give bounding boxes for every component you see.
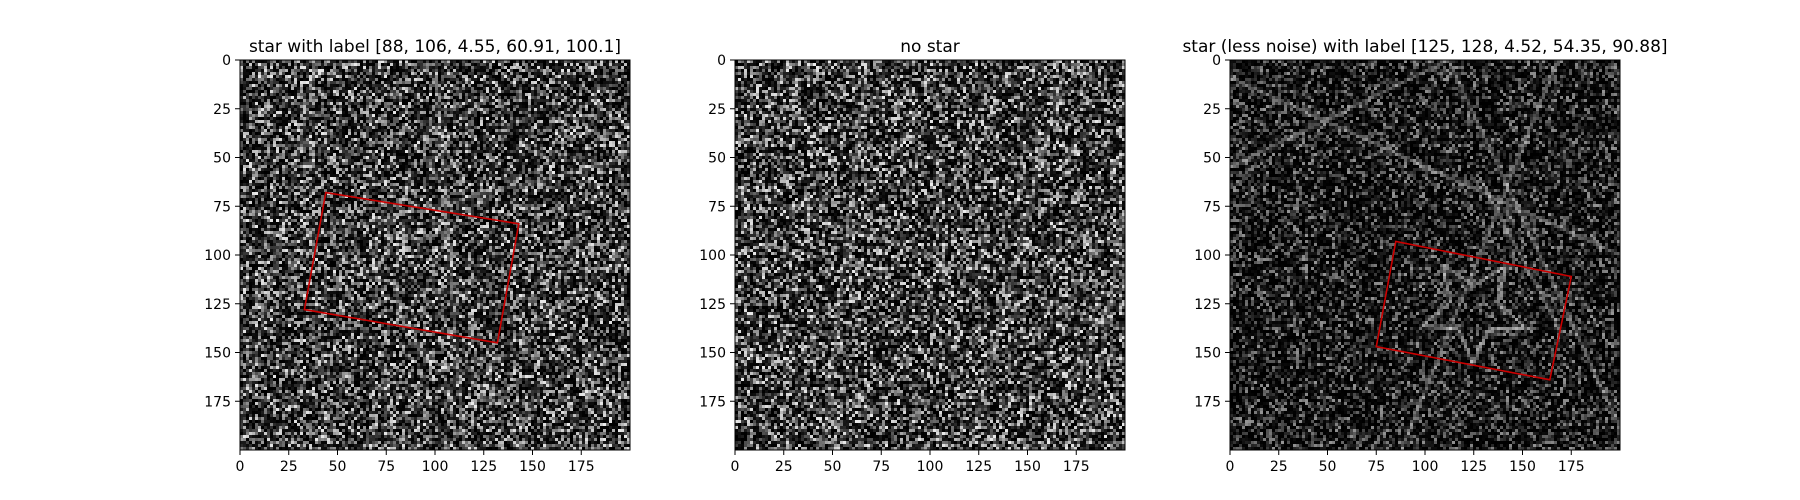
x-tick-label: 50 [824,459,842,475]
panel-no-star: no star 0 25 50 75 100 125 150 175 0 25 50 75 100 125… [699,37,1126,475]
x-tick-label: 100 [422,459,449,475]
y-tick-label: 175 [204,394,231,410]
panel-star-less-noise: star (less noise) with label [125, 128, … [1182,37,1667,475]
y-tick-label: 0 [1212,53,1221,69]
x-tick-label: 175 [1063,459,1090,475]
panel-title: star (less noise) with label [125, 128, … [1182,37,1667,57]
panel-title: star with label [88, 106, 4.55, 60.91, 1… [249,37,621,57]
y-tick-label: 75 [213,199,231,215]
x-tick-label: 75 [377,459,395,475]
image-heatmap [735,60,1125,450]
x-tick-label: 25 [775,459,793,475]
panel-title: no star [900,37,960,57]
y-tick-label: 100 [1194,248,1221,264]
x-tick-label: 125 [1460,459,1487,475]
x-tick-label: 150 [1509,459,1536,475]
bounding-box [1375,240,1573,381]
x-tick-label: 100 [917,459,944,475]
y-tick-label: 50 [213,151,231,167]
y-tick-label: 50 [1203,151,1221,167]
panel-star: star with label [88, 106, 4.55, 60.91, 1… [204,37,631,475]
y-tick-label: 125 [1194,297,1221,313]
y-tick-label: 50 [708,151,726,167]
x-tick-label: 175 [1558,459,1585,475]
y-tick-label: 175 [1194,394,1221,410]
y-tick-label: 125 [699,297,726,313]
y-tick-label: 175 [699,394,726,410]
x-tick-label: 100 [1412,459,1439,475]
x-tick-label: 25 [280,459,298,475]
x-tick-label: 0 [731,459,740,475]
y-tick-label: 25 [1203,102,1221,118]
x-tick-label: 125 [965,459,992,475]
x-tick-label: 150 [1014,459,1041,475]
x-tick-label: 50 [329,459,347,475]
x-tick-label: 75 [1367,459,1385,475]
y-tick-label: 150 [204,346,231,362]
y-tick-label: 25 [213,102,231,118]
y-tick-label: 150 [1194,346,1221,362]
x-tick-label: 150 [519,459,546,475]
image-heatmap [1230,60,1620,450]
x-tick-label: 175 [568,459,595,475]
x-tick-label: 25 [1270,459,1288,475]
y-tick-label: 100 [204,248,231,264]
y-tick-label: 0 [222,53,231,69]
x-tick-label: 125 [470,459,497,475]
y-tick-label: 150 [699,346,726,362]
x-tick-label: 50 [1319,459,1337,475]
y-tick-label: 75 [1203,199,1221,215]
y-tick-label: 25 [708,102,726,118]
y-tick-label: 125 [204,297,231,313]
y-tick-label: 75 [708,199,726,215]
x-tick-label: 0 [236,459,245,475]
image-heatmap [240,60,630,450]
y-tick-label: 100 [699,248,726,264]
x-tick-label: 0 [1226,459,1235,475]
x-tick-label: 75 [872,459,890,475]
bounding-box [303,191,520,344]
y-tick-label: 0 [717,53,726,69]
